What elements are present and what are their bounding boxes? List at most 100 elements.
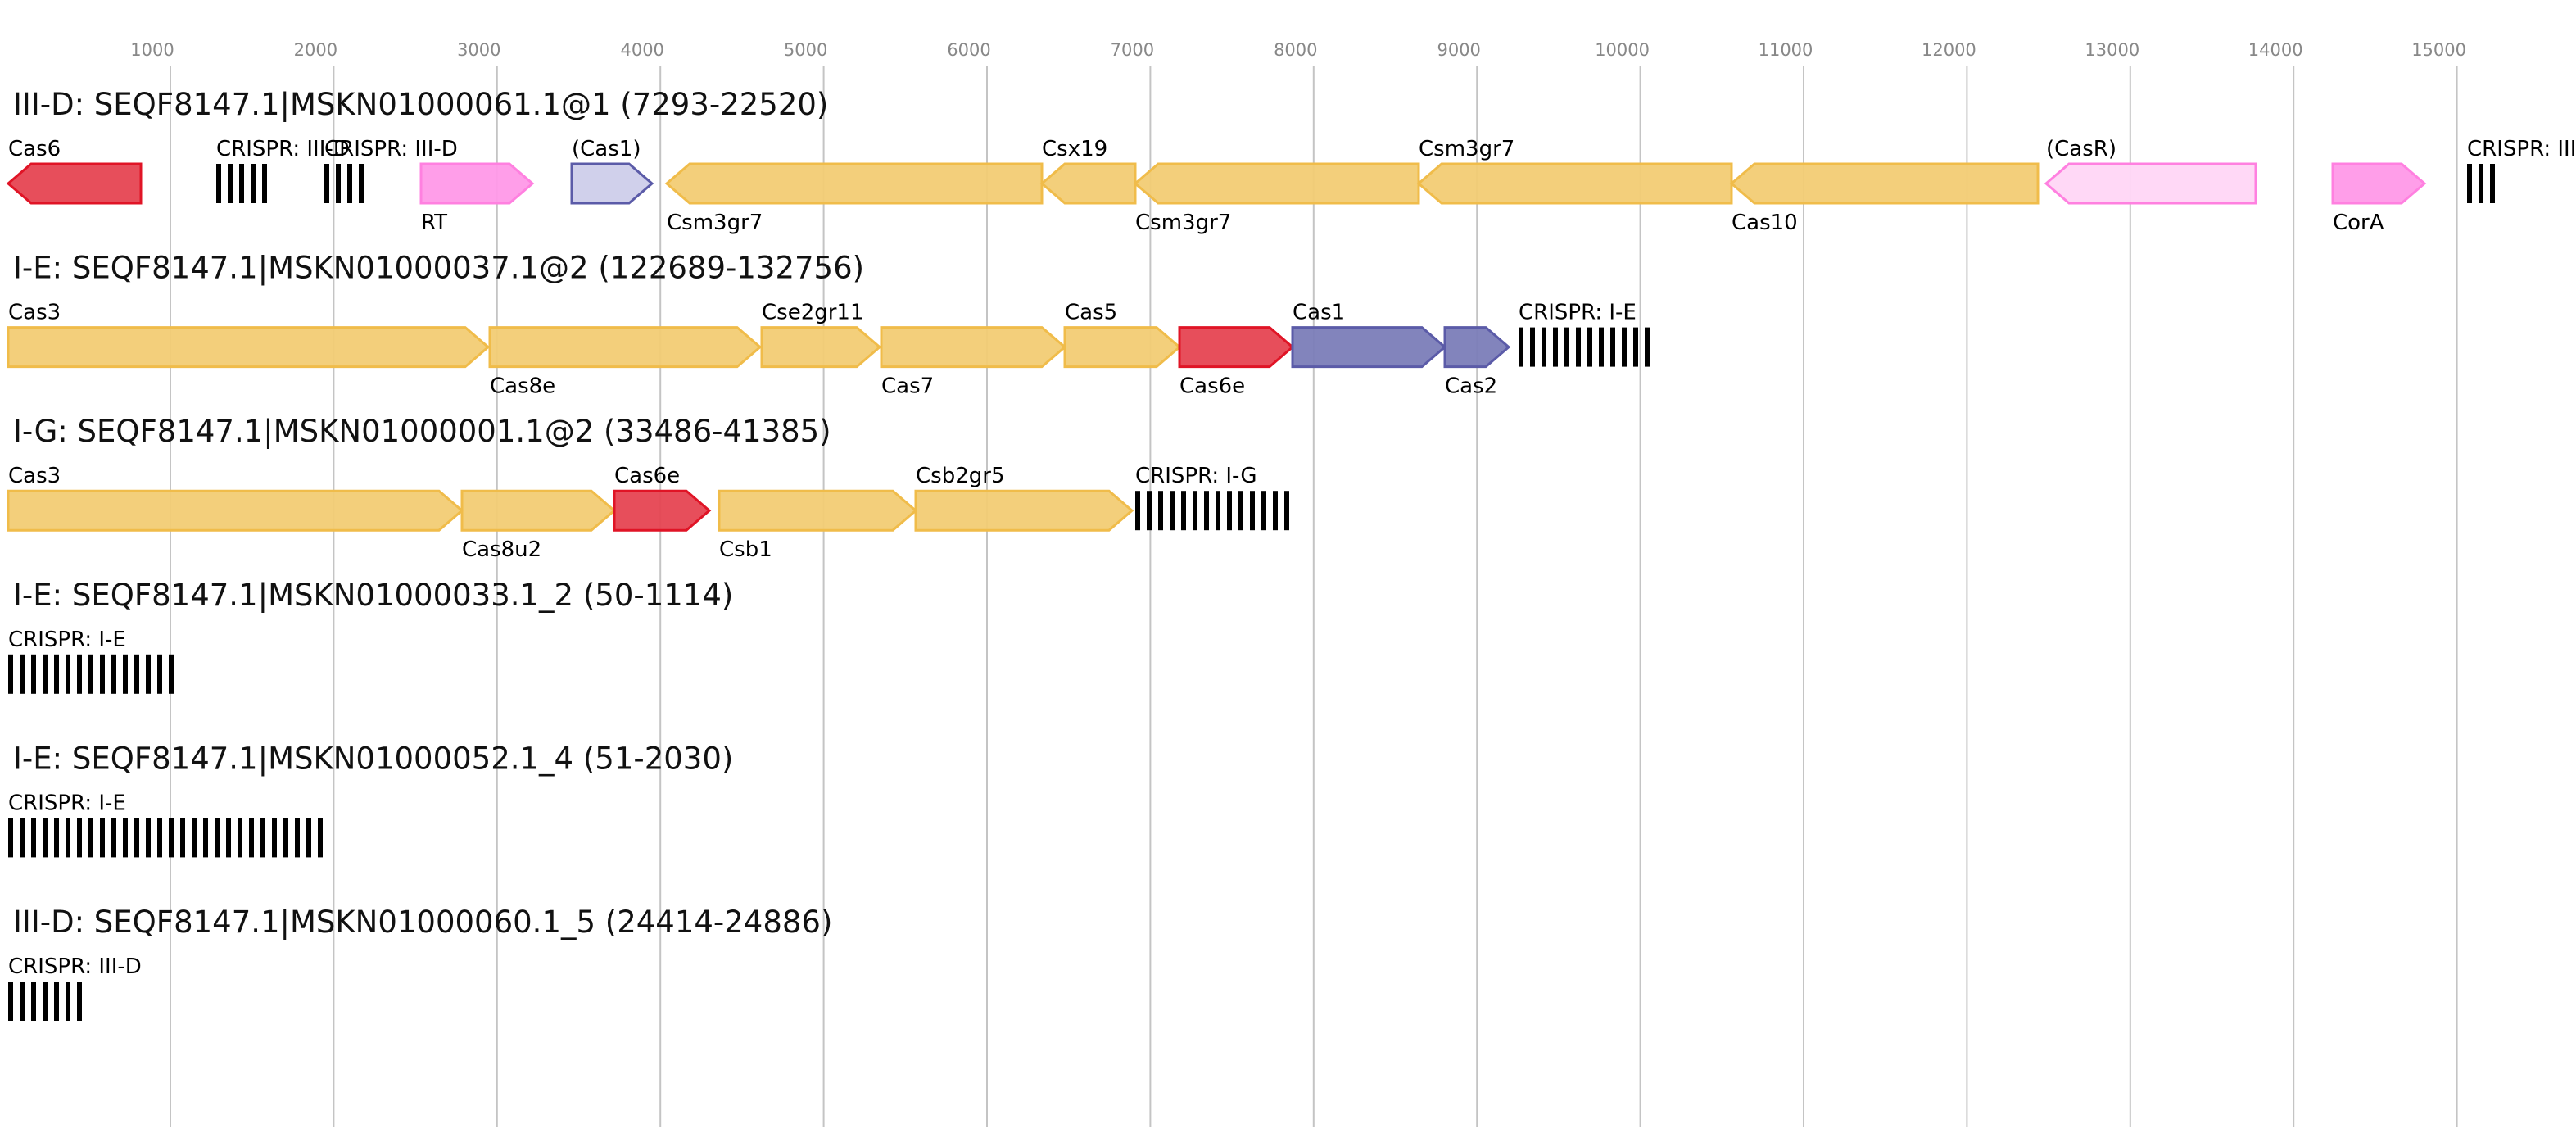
locus-row: I-E: SEQF8147.1|MSKN01000037.1@2 (122689… [7, 251, 1650, 399]
crispr-repeat [77, 818, 82, 858]
axis-tick-label: 9000 [1437, 40, 1480, 60]
axis-tick-label: 12000 [1922, 40, 1976, 60]
crispr-label: CRISPR: III-D [324, 137, 458, 161]
crispr-label: CRISPR: I-E [8, 791, 126, 815]
crispr-repeat [1135, 491, 1140, 531]
crispr-repeat [228, 164, 233, 203]
gene-label: (CasR) [2046, 137, 2116, 161]
gene-arrow [7, 489, 464, 532]
crispr-repeat [1170, 491, 1175, 531]
crispr-repeat [123, 818, 128, 858]
locus-title: I-E: SEQF8147.1|MSKN01000033.1_2 (50-111… [13, 578, 733, 613]
locus-title: I-E: SEQF8147.1|MSKN01000052.1_4 (51-203… [13, 741, 733, 776]
crispr-repeat [111, 818, 116, 858]
gene-label: Cas6 [8, 137, 61, 161]
gene-label: Csm3gr7 [1419, 137, 1514, 161]
locus-row: I-G: SEQF8147.1|MSKN01000001.1@2 (33486-… [7, 414, 1289, 562]
crispr-repeat [20, 982, 25, 1021]
crispr-repeat [306, 818, 311, 858]
gene-arrow [1178, 326, 1295, 369]
locus-title: I-E: SEQF8147.1|MSKN01000037.1@2 (122689… [13, 251, 864, 286]
crispr-repeat [1519, 327, 1523, 367]
gene-label: Cas7 [881, 374, 934, 399]
crispr-repeat [100, 818, 105, 858]
crispr-repeat [1216, 491, 1220, 531]
axis-tick-label: 14000 [2248, 40, 2303, 60]
crispr-repeat [31, 982, 36, 1021]
axis-tick-label: 13000 [2085, 40, 2139, 60]
gene-arrow [914, 489, 1134, 532]
gene-label: Cas8u2 [462, 537, 541, 562]
crispr-array [324, 164, 364, 203]
locus-title: I-G: SEQF8147.1|MSKN01000001.1@2 (33486-… [13, 414, 831, 449]
crispr-repeat [146, 818, 151, 858]
crispr-repeat [192, 818, 197, 858]
crispr-repeat [134, 818, 139, 858]
crispr-repeat [1147, 491, 1152, 531]
crispr-repeat [8, 654, 13, 694]
gene-arrow [760, 326, 882, 369]
locus-title: III-D: SEQF8147.1|MSKN01000061.1@1 (7293… [13, 87, 828, 122]
crispr-repeat [77, 654, 82, 694]
gene-arrow [1063, 326, 1182, 369]
crispr-repeat [1553, 327, 1558, 367]
locus-row: III-D: SEQF8147.1|MSKN01000060.1_5 (2441… [8, 904, 832, 1021]
crispr-repeat [238, 818, 242, 858]
crispr-repeat [2479, 164, 2483, 203]
crispr-repeat [226, 818, 231, 858]
crispr-label: CRISPR: I-G [1135, 464, 1257, 488]
crispr-repeat [1193, 491, 1197, 531]
crispr-label: CRISPR: III-D [8, 954, 142, 979]
crispr-repeat [2467, 164, 2472, 203]
crispr-repeat [260, 818, 265, 858]
locus-row: I-E: SEQF8147.1|MSKN01000052.1_4 (51-203… [8, 741, 733, 858]
gene-arrow [488, 326, 763, 369]
crispr-label: CRISPR: I-E [8, 628, 126, 652]
axis-tick-label: 4000 [620, 40, 663, 60]
crispr-repeat [146, 654, 151, 694]
crispr-repeat [123, 654, 128, 694]
crispr-array [8, 818, 323, 858]
gene-label: CorA [2333, 211, 2384, 235]
crispr-repeat [347, 164, 352, 203]
gene-label: Cas6e [614, 464, 680, 488]
crispr-repeat [215, 818, 220, 858]
crispr-repeat [272, 818, 277, 858]
gene-label: Csb1 [719, 537, 772, 562]
crispr-repeat [180, 818, 185, 858]
gene-arrow [1133, 162, 1420, 205]
crispr-repeat [203, 818, 208, 858]
gene-arrow [664, 162, 1044, 205]
gene-arrow [613, 489, 712, 532]
locus-title: III-D: SEQF8147.1|MSKN01000060.1_5 (2441… [13, 904, 832, 940]
crispr-label: CRISPR: III-D [216, 137, 350, 161]
crispr-repeat [20, 654, 25, 694]
crispr-repeat [1227, 491, 1232, 531]
gene-arrow [1443, 326, 1511, 369]
locus-row: I-E: SEQF8147.1|MSKN01000033.1_2 (50-111… [8, 578, 733, 694]
gene-arrow [460, 489, 617, 532]
crispr-repeat [54, 982, 59, 1021]
crispr-repeat [66, 654, 70, 694]
gene-label: Csm3gr7 [1135, 211, 1231, 235]
gene-label: Cas3 [8, 301, 61, 325]
gene-label: RT [421, 211, 447, 235]
crispr-repeat [157, 654, 162, 694]
crispr-repeat [31, 818, 36, 858]
crispr-repeat [1284, 491, 1289, 531]
crispr-repeat [295, 818, 300, 858]
gene-label: Csb2gr5 [916, 464, 1004, 488]
crispr-repeat [1564, 327, 1569, 367]
axis-tick-label: 6000 [947, 40, 990, 60]
gene-label: Cas8e [490, 374, 555, 399]
crispr-array [216, 164, 267, 203]
crispr-repeat [1610, 327, 1615, 367]
axis-tick-label: 11000 [1759, 40, 1813, 60]
crispr-repeat [1587, 327, 1592, 367]
crispr-array [8, 982, 82, 1021]
crispr-array [8, 654, 174, 694]
gene-label: Cas5 [1065, 301, 1117, 325]
gene-arrow [6, 162, 143, 205]
crispr-repeat [1542, 327, 1546, 367]
crispr-repeat [1238, 491, 1243, 531]
